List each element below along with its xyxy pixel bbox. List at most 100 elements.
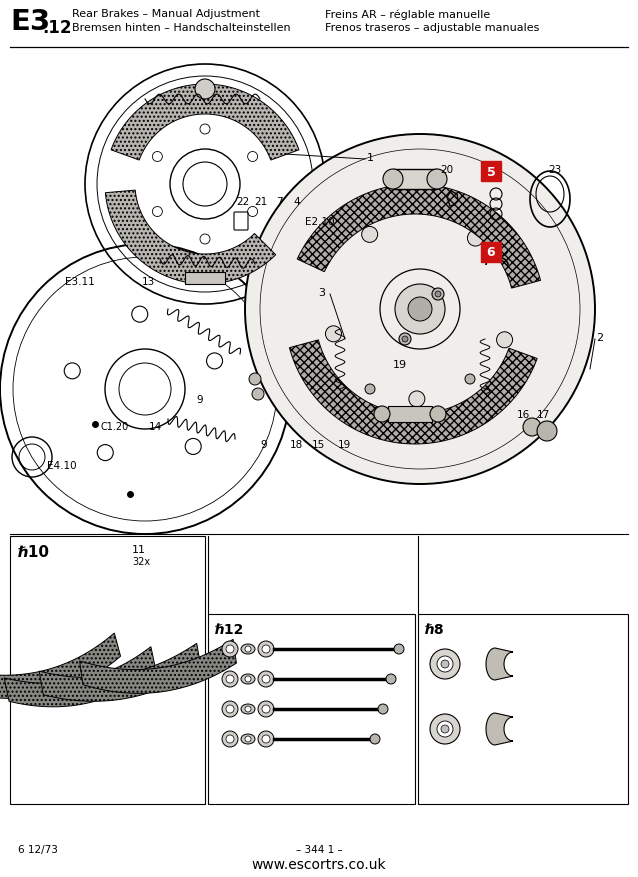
Text: ℏ12: ℏ12 xyxy=(215,623,244,637)
Circle shape xyxy=(222,731,238,747)
Bar xyxy=(10,537,205,804)
Circle shape xyxy=(427,170,447,189)
Bar xyxy=(481,162,501,182)
Text: .12: .12 xyxy=(42,19,71,37)
Circle shape xyxy=(378,704,388,714)
Circle shape xyxy=(430,649,460,679)
Circle shape xyxy=(245,676,251,682)
Bar xyxy=(481,243,501,263)
Text: 23: 23 xyxy=(549,165,561,175)
Circle shape xyxy=(262,735,270,743)
Circle shape xyxy=(207,353,223,369)
Circle shape xyxy=(64,363,80,380)
Circle shape xyxy=(441,725,449,733)
Ellipse shape xyxy=(241,704,255,714)
Bar xyxy=(393,170,437,189)
Text: E3.11: E3.11 xyxy=(65,276,95,287)
Circle shape xyxy=(399,333,411,346)
Ellipse shape xyxy=(241,645,255,654)
Text: 4: 4 xyxy=(293,196,300,207)
Circle shape xyxy=(386,674,396,684)
Text: 21: 21 xyxy=(255,196,267,207)
Text: Frenos traseros – adjustable manuales: Frenos traseros – adjustable manuales xyxy=(325,23,539,33)
Circle shape xyxy=(432,289,444,301)
Circle shape xyxy=(200,125,210,135)
Polygon shape xyxy=(0,633,121,699)
Circle shape xyxy=(258,702,274,717)
Text: Rear Brakes – Manual Adjustment: Rear Brakes – Manual Adjustment xyxy=(72,9,260,19)
Circle shape xyxy=(395,285,445,335)
Circle shape xyxy=(258,731,274,747)
Circle shape xyxy=(248,153,258,162)
Text: E4.10: E4.10 xyxy=(47,460,77,470)
Circle shape xyxy=(262,675,270,683)
Circle shape xyxy=(430,714,460,745)
Circle shape xyxy=(402,337,408,343)
Text: 6 12/73: 6 12/73 xyxy=(18,844,58,854)
Ellipse shape xyxy=(241,674,255,684)
Circle shape xyxy=(383,170,403,189)
Circle shape xyxy=(185,439,201,455)
Text: 19: 19 xyxy=(393,360,407,369)
Circle shape xyxy=(435,292,441,297)
Bar xyxy=(418,614,628,804)
Circle shape xyxy=(262,645,270,653)
Circle shape xyxy=(245,706,251,712)
Circle shape xyxy=(468,231,484,246)
Polygon shape xyxy=(297,185,540,289)
Bar xyxy=(388,407,432,423)
Text: 15: 15 xyxy=(311,439,325,450)
Circle shape xyxy=(370,734,380,745)
Circle shape xyxy=(409,391,425,408)
Circle shape xyxy=(195,80,215,100)
Text: 2: 2 xyxy=(597,332,604,343)
Polygon shape xyxy=(486,713,513,745)
Text: ℏ10: ℏ10 xyxy=(18,545,50,560)
Circle shape xyxy=(248,207,258,217)
Circle shape xyxy=(222,702,238,717)
Polygon shape xyxy=(486,648,513,681)
Circle shape xyxy=(374,407,390,423)
Text: 18: 18 xyxy=(290,439,302,450)
Text: 14: 14 xyxy=(149,422,161,431)
Circle shape xyxy=(226,675,234,683)
Text: 3: 3 xyxy=(318,288,325,297)
Text: C1.20: C1.20 xyxy=(101,422,129,431)
Circle shape xyxy=(496,332,512,348)
Circle shape xyxy=(523,418,541,437)
Circle shape xyxy=(226,735,234,743)
Circle shape xyxy=(437,721,453,738)
Text: Bremsen hinten – Handschalteinstellen: Bremsen hinten – Handschalteinstellen xyxy=(72,23,291,33)
Text: 11: 11 xyxy=(132,545,146,554)
Circle shape xyxy=(394,645,404,654)
Circle shape xyxy=(245,736,251,742)
Circle shape xyxy=(200,235,210,245)
Text: Freins AR – réglable manuelle: Freins AR – réglable manuelle xyxy=(325,9,490,19)
Circle shape xyxy=(152,207,162,217)
Text: 13: 13 xyxy=(142,276,154,287)
Circle shape xyxy=(152,153,162,162)
Circle shape xyxy=(441,660,449,668)
Ellipse shape xyxy=(241,734,255,745)
Circle shape xyxy=(362,227,378,243)
Circle shape xyxy=(325,326,341,342)
Circle shape xyxy=(252,389,264,401)
Bar xyxy=(185,273,225,285)
Text: www.escortrs.co.uk: www.escortrs.co.uk xyxy=(251,857,387,871)
Circle shape xyxy=(408,297,432,322)
Text: 7: 7 xyxy=(276,196,282,207)
Polygon shape xyxy=(39,644,201,702)
Polygon shape xyxy=(290,340,537,445)
Circle shape xyxy=(226,645,234,653)
Text: 9: 9 xyxy=(261,439,267,450)
Circle shape xyxy=(222,671,238,688)
Text: – 344 1 –: – 344 1 – xyxy=(295,844,343,854)
Polygon shape xyxy=(111,85,299,160)
Text: 19: 19 xyxy=(338,439,351,450)
Circle shape xyxy=(132,307,148,323)
Circle shape xyxy=(537,422,557,441)
Text: ℏ8: ℏ8 xyxy=(425,623,445,637)
Text: 6: 6 xyxy=(487,246,495,260)
Text: 22: 22 xyxy=(236,196,249,207)
Polygon shape xyxy=(4,647,156,707)
